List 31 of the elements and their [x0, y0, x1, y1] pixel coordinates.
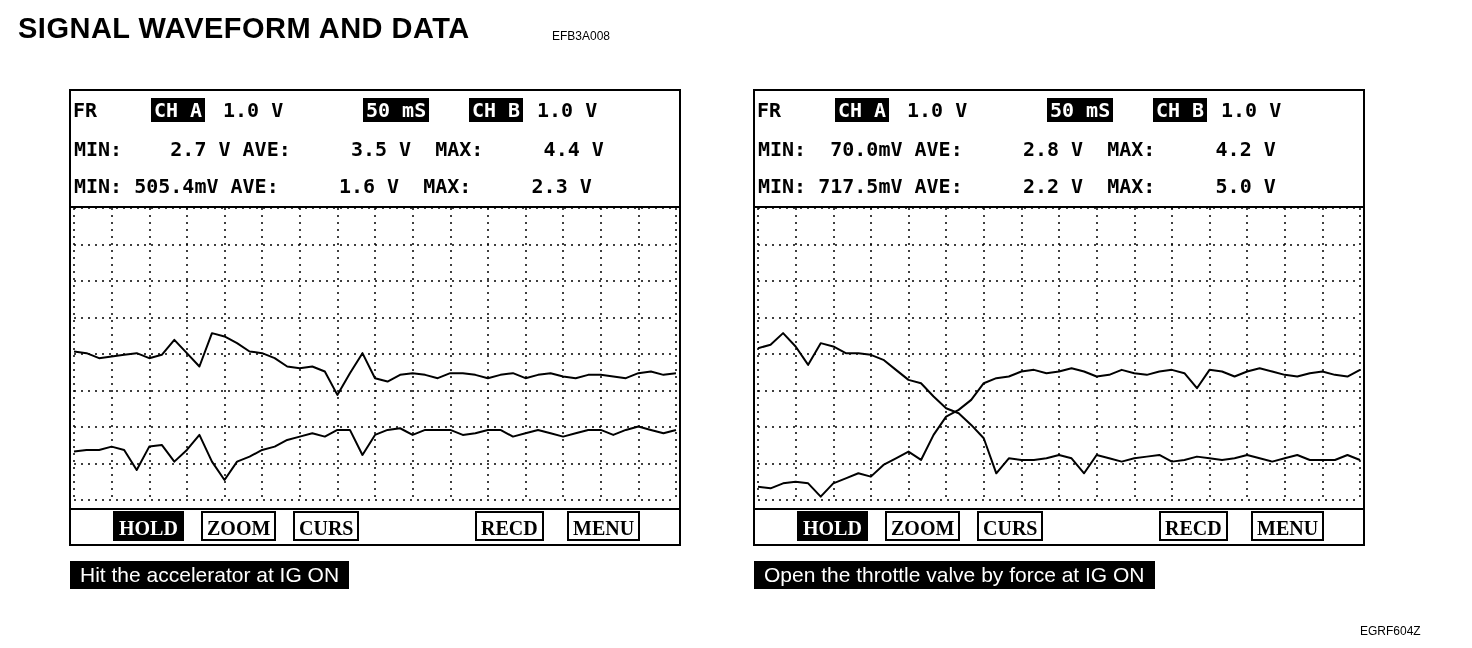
text: MENU — [1251, 511, 1325, 541]
text: EGRF604Z — [1360, 624, 1421, 638]
text: CH A — [151, 98, 206, 122]
text: MIN: 717.5mV AVE: 2.2 V MAX: 5.0 V — [758, 173, 1276, 199]
text: MENU — [567, 511, 641, 541]
text: RECD — [475, 511, 544, 541]
text: MIN: 505.4mV AVE: 1.6 V MAX: 2.3 V — [74, 173, 592, 199]
text: CH B — [469, 98, 524, 122]
text: HOLD — [113, 511, 184, 541]
text: CH B — [1153, 98, 1208, 122]
chart-title: SIGNAL WAVEFORM AND DATA — [18, 12, 470, 45]
text: MIN: 2.7 V AVE: 3.5 V MAX: 4.4 V — [74, 136, 604, 162]
text: CH A — [835, 98, 890, 122]
text: FR — [757, 98, 782, 122]
text: ZOOM — [885, 511, 961, 541]
text: 1.0 V — [223, 98, 284, 122]
text: Open the throttle valve by force at IG ON — [754, 561, 1155, 589]
text: 1.0 V — [1221, 98, 1282, 122]
text: ZOOM — [201, 511, 277, 541]
text: CURS — [977, 511, 1044, 541]
text: RECD — [1159, 511, 1228, 541]
text: Hit the accelerator at IG ON — [70, 561, 350, 589]
text: EFB3A008 — [552, 29, 611, 43]
text: 1.0 V — [537, 98, 598, 122]
text: MIN: 70.0mV AVE: 2.8 V MAX: 4.2 V — [758, 136, 1276, 162]
text: 1.0 V — [907, 98, 968, 122]
text: 50 mS — [1047, 98, 1114, 122]
text: HOLD — [797, 511, 868, 541]
text: FR — [73, 98, 98, 122]
text: CURS — [293, 511, 360, 541]
text: 50 mS — [363, 98, 430, 122]
